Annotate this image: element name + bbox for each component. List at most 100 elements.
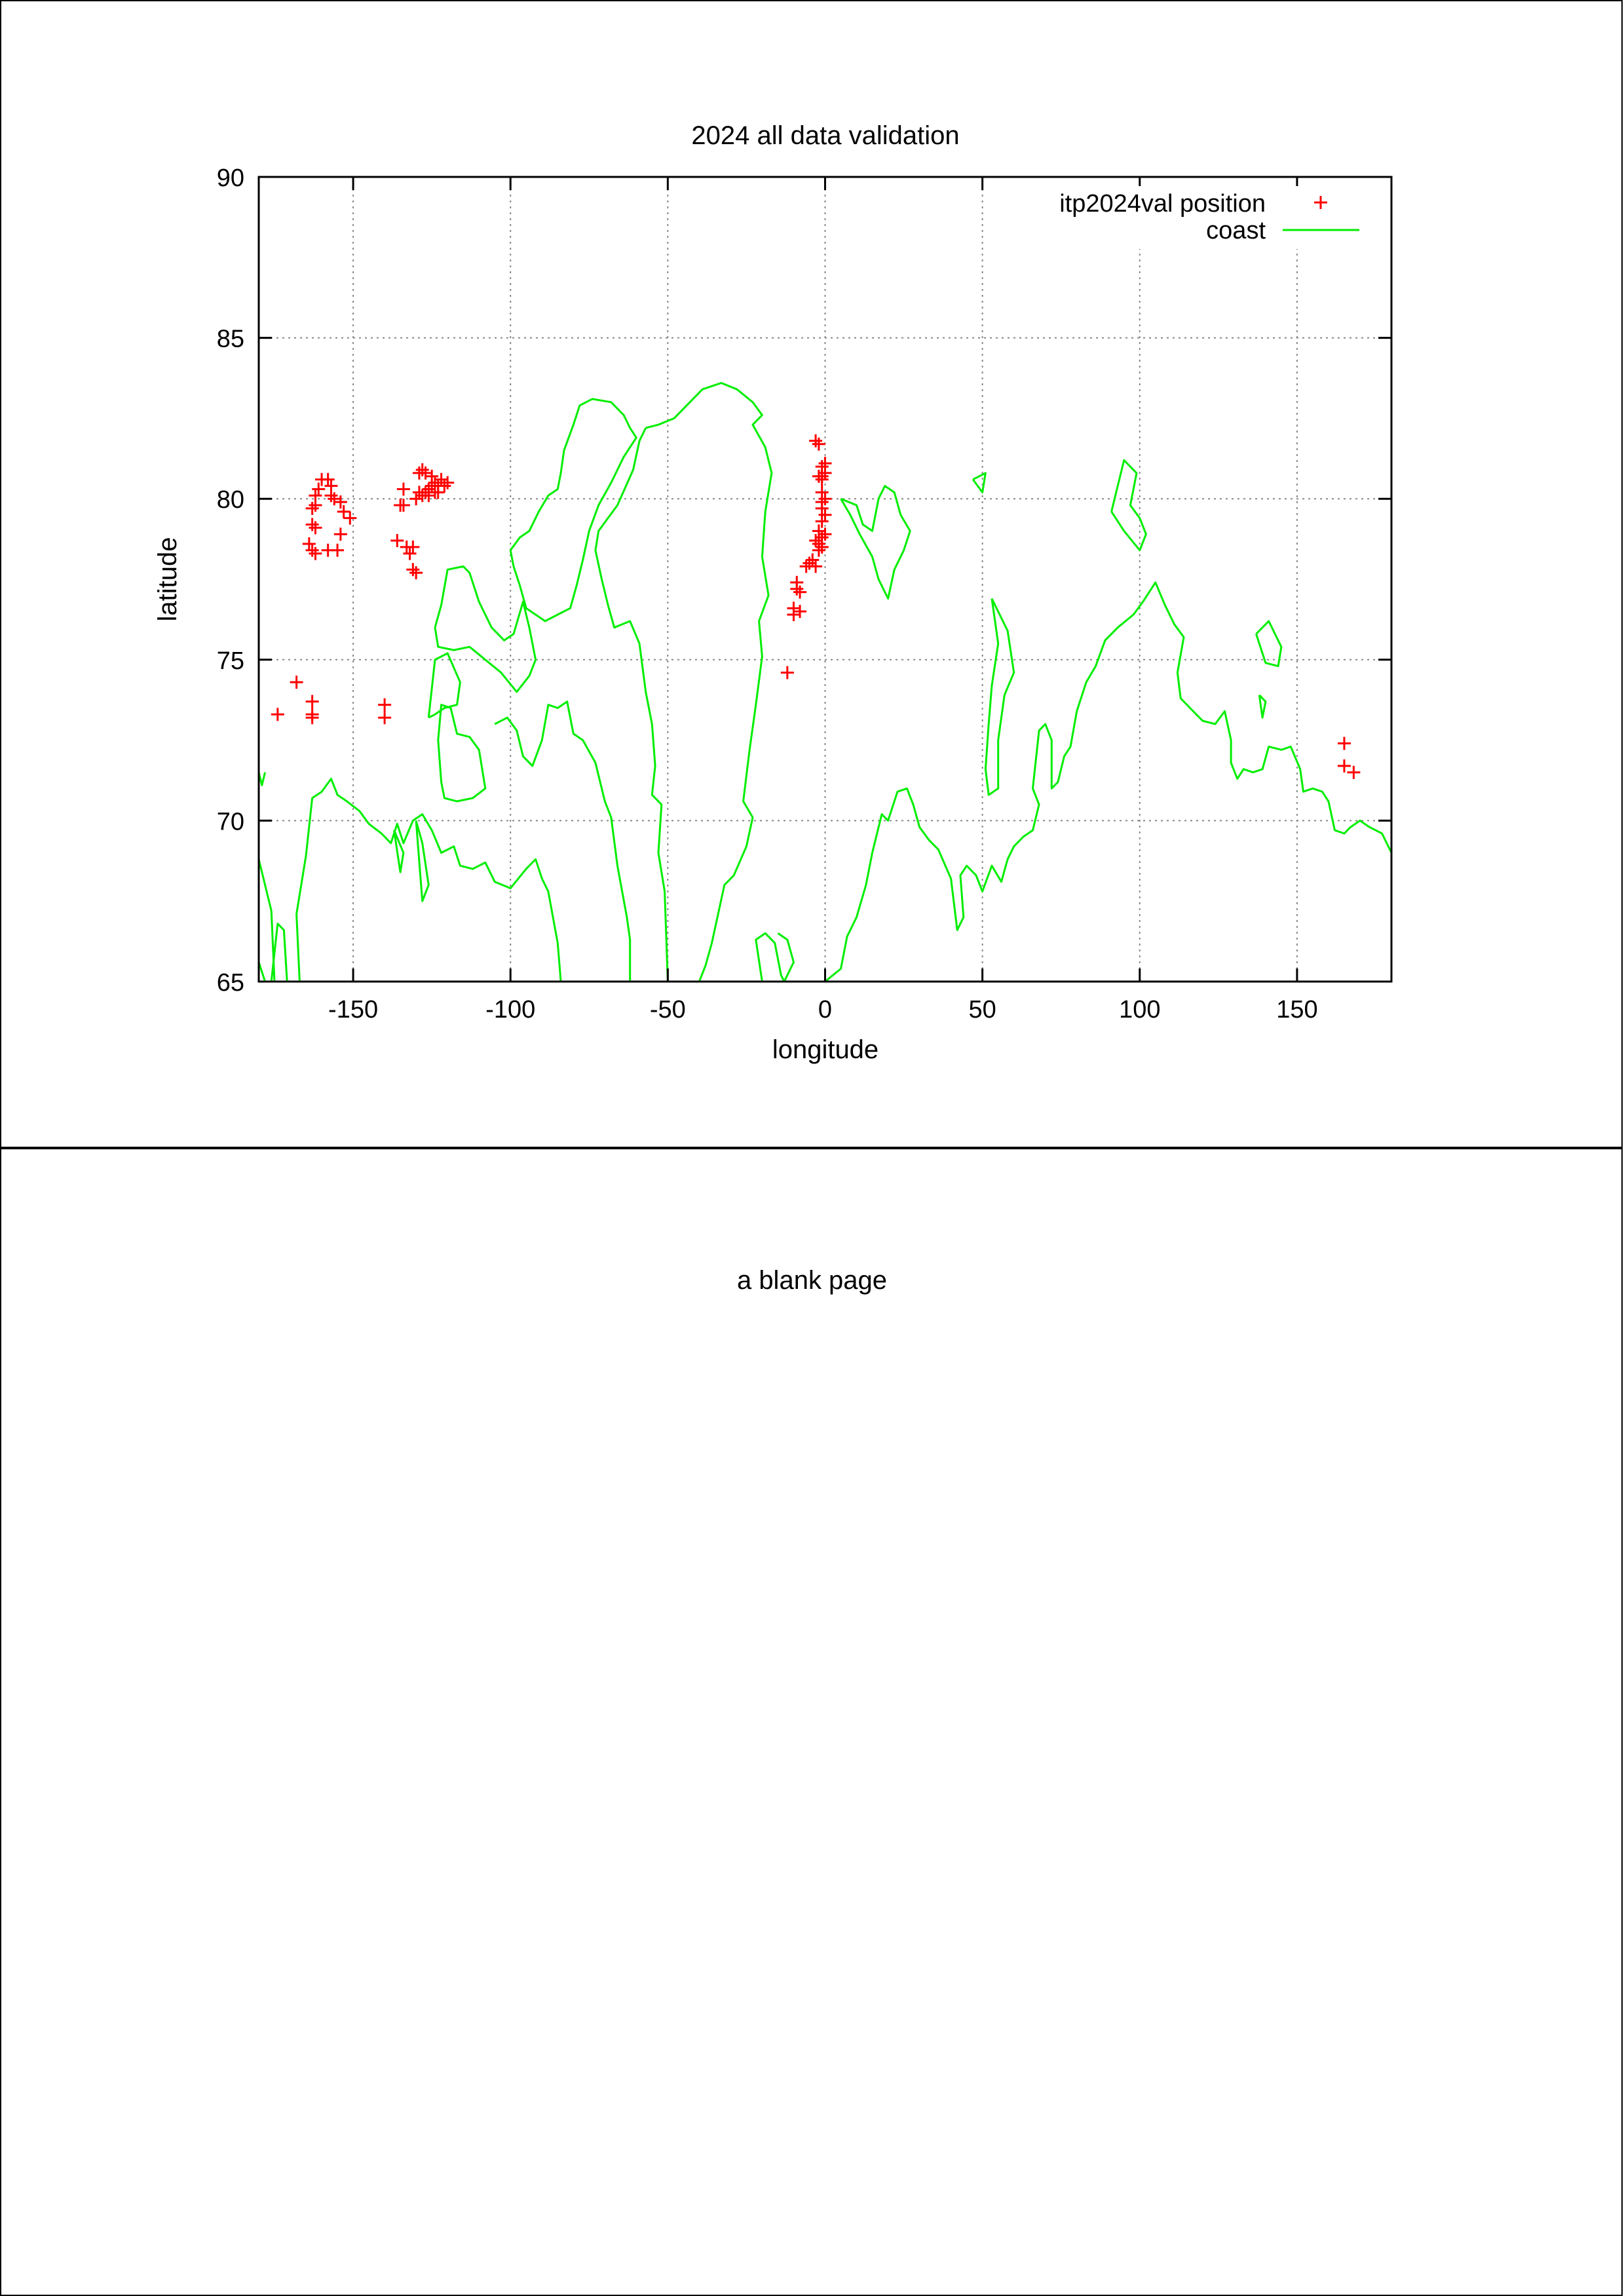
coast-line [437, 704, 487, 803]
position-point [321, 472, 335, 486]
position-point [434, 472, 448, 486]
position-point [305, 543, 319, 557]
position-point [806, 553, 820, 567]
position-point [415, 489, 429, 503]
x-tick-label: -50 [650, 996, 686, 1024]
coast-line [295, 778, 562, 982]
position-point [390, 534, 404, 548]
position-point [378, 698, 392, 712]
coast-line [427, 652, 461, 719]
coast-line [270, 923, 288, 982]
position-point [1337, 759, 1351, 773]
position-point [409, 492, 423, 506]
coast-line [645, 381, 773, 982]
axis-ticks: -150 -100 -50 0 50 100 150 65 70 75 80 85 90 [217, 164, 1391, 1024]
coast-line [594, 427, 669, 982]
position-point [396, 499, 410, 512]
legend-marker-positions [1314, 196, 1327, 209]
position-point [333, 527, 347, 541]
position-point [815, 460, 829, 474]
position-point [409, 566, 423, 580]
position-point [438, 479, 451, 493]
page-2 [0, 1148, 1623, 2296]
position-point [305, 518, 319, 531]
position-point [309, 489, 322, 503]
position-series [271, 434, 1361, 779]
coast-line [415, 820, 430, 902]
position-point [793, 585, 807, 599]
coast-line [509, 398, 637, 622]
position-point [422, 482, 436, 496]
y-tick-label: 90 [217, 164, 244, 192]
coast-line [984, 598, 1015, 796]
position-point [324, 489, 338, 503]
y-tick-label: 70 [217, 808, 244, 835]
position-point [302, 537, 316, 550]
coast-line [434, 565, 537, 693]
coast-line [393, 830, 405, 873]
coast-line [972, 472, 987, 493]
position-point [396, 482, 410, 496]
x-axis-label: longitude [772, 1035, 878, 1064]
coast-series [259, 381, 1391, 982]
coast-line [777, 932, 795, 982]
y-tick-label: 75 [217, 647, 244, 675]
position-point [425, 469, 439, 483]
position-point [812, 524, 825, 538]
position-point [312, 482, 326, 496]
y-tick-label: 85 [217, 326, 244, 353]
coast-line [840, 485, 911, 600]
legend: itp2024val position coast [1025, 186, 1372, 249]
position-point [1347, 765, 1361, 779]
position-point [441, 476, 455, 489]
position-point [818, 492, 832, 506]
position-point [321, 543, 335, 557]
x-tick-label: 0 [818, 996, 832, 1024]
x-tick-label: 50 [968, 996, 996, 1024]
y-tick-label: 80 [217, 486, 244, 514]
coast-line [1258, 694, 1267, 719]
position-point [403, 546, 417, 560]
legend-marker-plus [1314, 196, 1327, 209]
blank-page-title: a blank page [736, 1266, 888, 1295]
position-point [818, 508, 832, 522]
position-point [787, 602, 801, 615]
position-point [809, 534, 823, 548]
position-point [815, 514, 829, 528]
position-point [803, 556, 816, 570]
position-point [780, 666, 794, 679]
position-point [337, 505, 350, 518]
position-point [328, 492, 341, 506]
position-point [790, 575, 804, 589]
coast-line [1110, 459, 1147, 552]
coast-line [755, 932, 785, 982]
position-point [343, 511, 357, 525]
position-point [812, 537, 825, 550]
coast-line [494, 700, 632, 982]
position-point [809, 560, 823, 573]
position-point [406, 563, 420, 577]
position-point [815, 472, 829, 486]
position-point [305, 695, 319, 708]
position-point [309, 546, 322, 560]
position-point [305, 501, 319, 515]
position-point [818, 527, 832, 541]
coast-line [259, 772, 267, 786]
legend-label-positions: itp2024val position [1059, 190, 1266, 218]
coast-line [824, 581, 1391, 982]
x-tick-label: 100 [1119, 996, 1160, 1024]
x-tick-label: -100 [485, 996, 535, 1024]
position-point [415, 463, 429, 476]
grid-lines [259, 177, 1391, 982]
y-axis-label: latitude [153, 537, 182, 622]
position-point [815, 495, 829, 509]
coast-line [1255, 620, 1283, 668]
position-point [812, 469, 825, 483]
position-point [419, 466, 432, 480]
legend-label-coast: coast [1206, 217, 1266, 244]
position-point [271, 708, 284, 721]
position-point [305, 711, 319, 725]
position-point [431, 486, 445, 499]
position-point [812, 437, 825, 451]
position-point [290, 676, 303, 689]
